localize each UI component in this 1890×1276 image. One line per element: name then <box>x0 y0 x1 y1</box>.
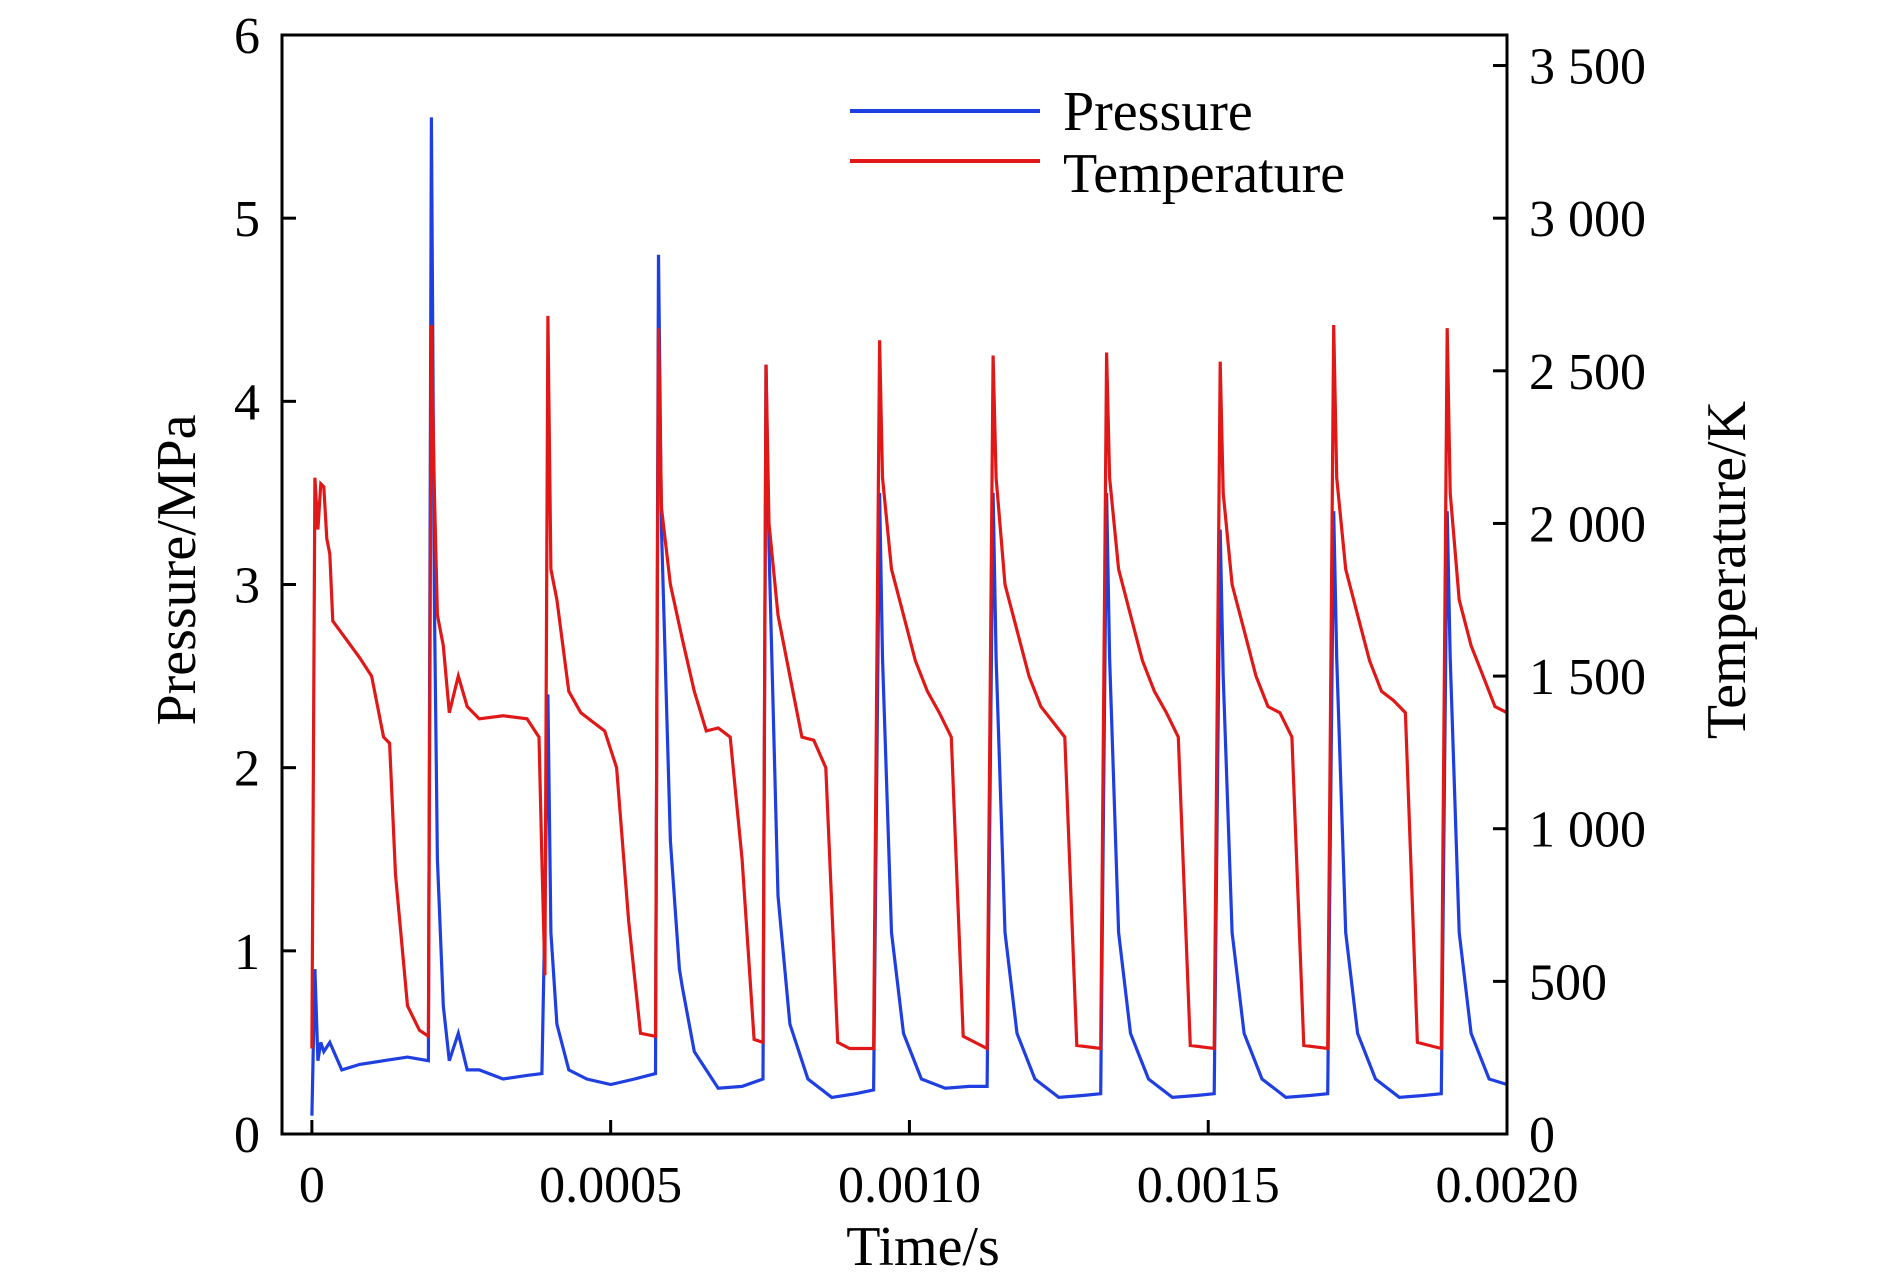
x-tick-label: 0.0005 <box>539 1157 682 1214</box>
y2-tick-label: 2 000 <box>1529 496 1646 553</box>
y-axis-title: Pressure/MPa <box>146 414 208 725</box>
x-tick-label: 0 <box>299 1157 325 1214</box>
y2-tick-label: 0 <box>1529 1107 1555 1164</box>
y-tick-label: 5 <box>234 191 260 248</box>
x-tick-label: 0.0020 <box>1436 1157 1579 1214</box>
y-tick-label: 6 <box>234 8 260 65</box>
x-tick-label: 0.0010 <box>838 1157 981 1214</box>
series-line-pressure <box>310 117 1508 1116</box>
y2-axis-title: Temperature/K <box>1696 401 1758 739</box>
x-tick-label: 0.0015 <box>1137 1157 1280 1214</box>
legend-label-pressure: Pressure <box>1063 81 1253 143</box>
y2-tick-label: 3 000 <box>1529 191 1646 248</box>
y-tick-label: 1 <box>234 924 260 981</box>
y2-tick-label: 3 500 <box>1529 39 1646 96</box>
series-layer <box>310 117 1508 1116</box>
y-tick-label: 4 <box>234 374 260 431</box>
series-line-temperature <box>310 315 1508 1052</box>
x-axis-title: Time/s <box>846 1216 1000 1276</box>
y2-tick-label: 500 <box>1529 954 1607 1011</box>
y-tick-label: 0 <box>234 1107 260 1164</box>
y2-tick-label: 1 500 <box>1529 649 1646 706</box>
y-tick-label: 2 <box>234 741 260 798</box>
y2-tick-label: 2 500 <box>1529 344 1646 401</box>
y2-tick-label: 1 000 <box>1529 802 1646 859</box>
legend-label-temperature: Temperature <box>1063 143 1345 205</box>
legend: Pressure Temperature <box>850 81 1345 205</box>
y-tick-label: 3 <box>234 558 260 615</box>
